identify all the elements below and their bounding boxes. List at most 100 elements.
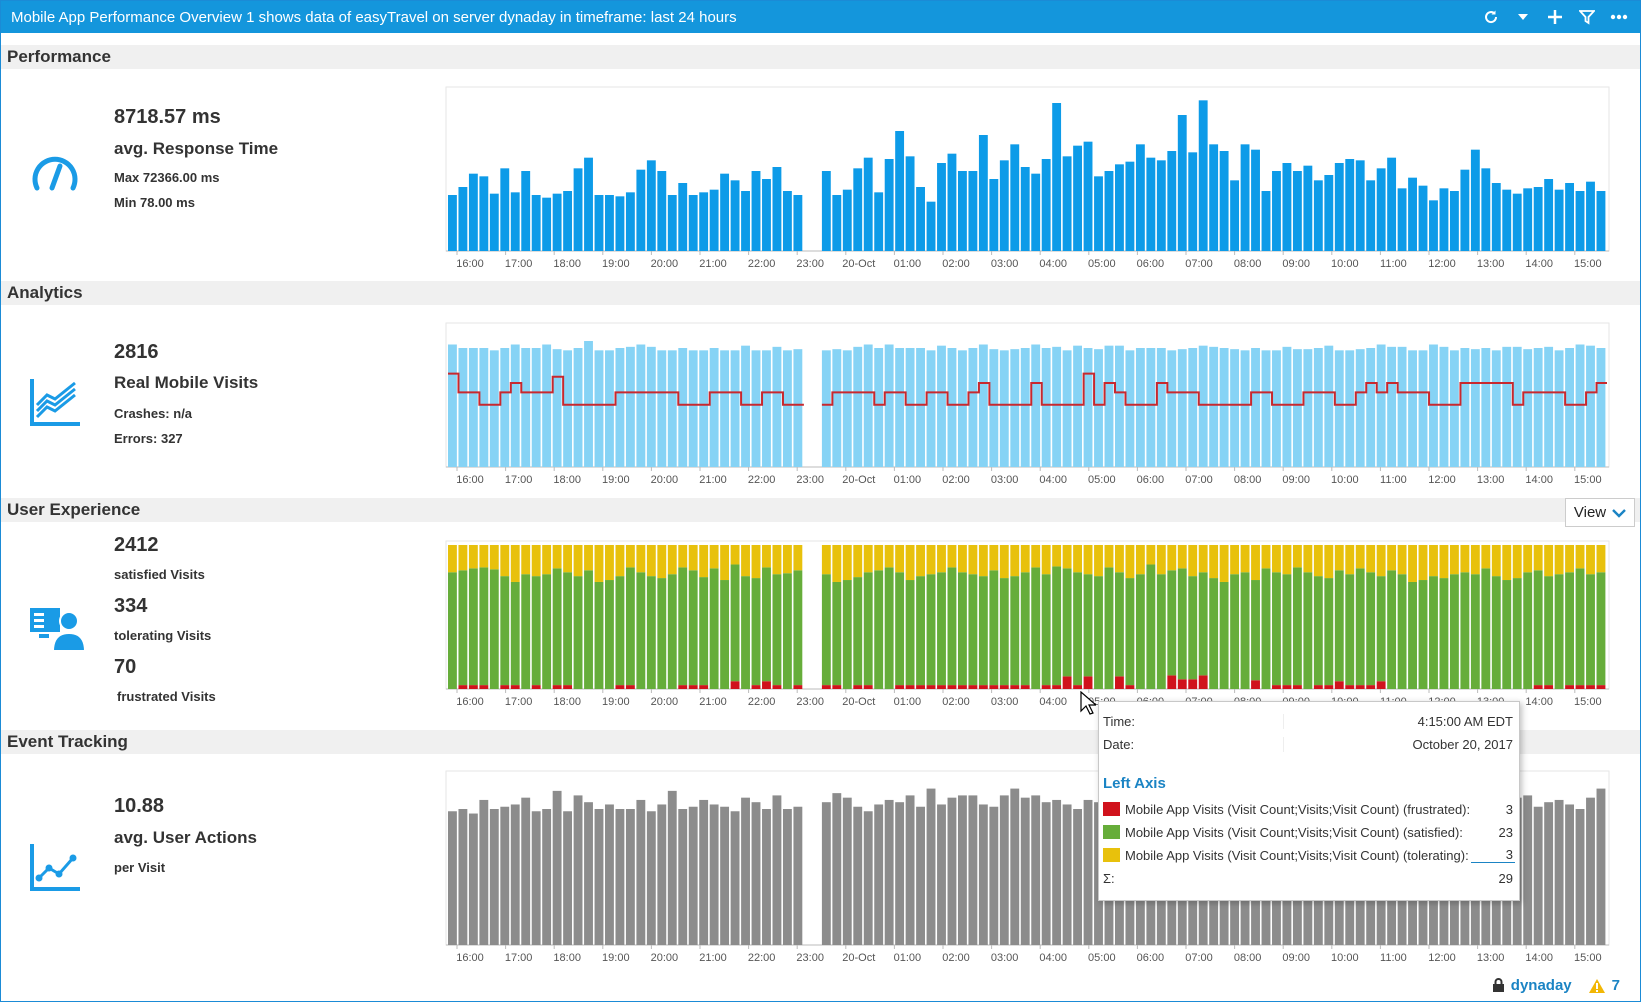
- chart-bar[interactable]: [615, 809, 625, 945]
- chart-bar[interactable]: [688, 350, 698, 467]
- tolerating-bar[interactable]: [1397, 545, 1407, 575]
- chart-bar[interactable]: [1073, 345, 1083, 467]
- chart-bar[interactable]: [1146, 348, 1156, 467]
- satisfied-bar[interactable]: [636, 572, 646, 689]
- chart-bar[interactable]: [762, 350, 771, 467]
- chart-bar[interactable]: [895, 131, 905, 251]
- satisfied-bar[interactable]: [1586, 574, 1595, 686]
- satisfied-bar[interactable]: [448, 572, 457, 689]
- chart-bar[interactable]: [999, 350, 1009, 467]
- chart-bar[interactable]: [479, 176, 489, 251]
- satisfied-bar[interactable]: [1073, 572, 1083, 686]
- chart-bar[interactable]: [1429, 200, 1438, 251]
- tolerating-bar[interactable]: [542, 545, 552, 575]
- chart-bar[interactable]: [884, 344, 894, 468]
- chart-bar[interactable]: [594, 350, 604, 467]
- tolerating-bar[interactable]: [937, 545, 946, 573]
- satisfied-bar[interactable]: [1303, 572, 1313, 689]
- chart-bar[interactable]: [657, 171, 667, 251]
- chart-bar[interactable]: [1565, 804, 1574, 945]
- chart-bar[interactable]: [821, 350, 831, 467]
- frustrated-bar[interactable]: [1167, 675, 1177, 689]
- chart-bar[interactable]: [1554, 799, 1564, 945]
- chart-bar[interactable]: [542, 344, 552, 468]
- chart-bar[interactable]: [1533, 806, 1543, 945]
- chart-bar[interactable]: [1449, 350, 1459, 467]
- tolerating-bar[interactable]: [1544, 545, 1554, 577]
- chart-bar[interactable]: [1575, 809, 1585, 945]
- satisfied-bar[interactable]: [594, 581, 604, 689]
- tolerating-bar[interactable]: [1010, 545, 1020, 577]
- frustrated-bar[interactable]: [926, 685, 936, 689]
- chart-bar[interactable]: [605, 804, 614, 945]
- frustrated-bar[interactable]: [1376, 681, 1386, 689]
- tolerating-bar[interactable]: [1523, 545, 1533, 573]
- tolerating-bar[interactable]: [678, 545, 688, 568]
- satisfied-bar[interactable]: [1135, 574, 1145, 689]
- tolerating-bar[interactable]: [1104, 545, 1114, 568]
- satisfied-bar[interactable]: [1261, 568, 1271, 689]
- satisfied-bar[interactable]: [916, 576, 925, 686]
- chart-bar[interactable]: [646, 160, 656, 251]
- chart-bar[interactable]: [1135, 348, 1145, 467]
- chart-bar[interactable]: [1554, 189, 1564, 251]
- satisfied-bar[interactable]: [1397, 574, 1407, 689]
- satisfied-bar[interactable]: [832, 581, 842, 686]
- chart-bar[interactable]: [479, 348, 489, 467]
- chart-bar[interactable]: [1596, 191, 1606, 251]
- chart-bar[interactable]: [709, 189, 719, 251]
- chart-bar[interactable]: [699, 350, 709, 467]
- chart-bar[interactable]: [947, 348, 957, 467]
- satisfied-bar[interactable]: [1177, 568, 1187, 680]
- tolerating-bar[interactable]: [1041, 545, 1051, 575]
- chart-bar[interactable]: [1575, 191, 1585, 251]
- chart-bar[interactable]: [563, 811, 573, 945]
- frustrated-bar[interactable]: [772, 685, 782, 689]
- chart-bar[interactable]: [842, 797, 852, 945]
- frustrated-bar[interactable]: [1282, 685, 1292, 689]
- tolerating-bar[interactable]: [573, 545, 583, 577]
- tolerating-bar[interactable]: [1115, 545, 1124, 573]
- chart-bar[interactable]: [1334, 350, 1344, 467]
- tolerating-bar[interactable]: [1345, 545, 1355, 575]
- chart-bar[interactable]: [1387, 157, 1397, 251]
- chart-bar[interactable]: [1010, 349, 1020, 467]
- frustrated-bar[interactable]: [1083, 676, 1093, 689]
- chart-bar[interactable]: [1565, 183, 1574, 251]
- frustrated-bar[interactable]: [1533, 685, 1543, 689]
- tolerating-bar[interactable]: [531, 545, 541, 577]
- frustrated-bar[interactable]: [1544, 685, 1554, 689]
- frustrated-bar[interactable]: [989, 685, 999, 689]
- tolerating-bar[interactable]: [957, 545, 967, 573]
- satisfied-bar[interactable]: [1209, 578, 1219, 689]
- tolerating-bar[interactable]: [615, 545, 625, 577]
- frustrated-bar[interactable]: [905, 685, 915, 689]
- satisfied-bar[interactable]: [458, 570, 468, 686]
- frustrated-bar[interactable]: [1334, 681, 1344, 689]
- chart-bar[interactable]: [1020, 797, 1030, 945]
- chart-bar[interactable]: [1167, 350, 1177, 467]
- chart-bar[interactable]: [853, 346, 863, 467]
- chart-bar[interactable]: [625, 192, 635, 251]
- chart-bar[interactable]: [884, 799, 894, 945]
- chart-bar[interactable]: [1397, 188, 1407, 251]
- satisfied-bar[interactable]: [657, 578, 667, 689]
- satisfied-bar[interactable]: [605, 580, 614, 689]
- chart-bar[interactable]: [874, 192, 884, 251]
- chart-bar[interactable]: [1439, 346, 1449, 467]
- chart-bar[interactable]: [821, 171, 831, 251]
- chart-bar[interactable]: [1156, 348, 1166, 467]
- frustrated-bar[interactable]: [1251, 680, 1260, 689]
- frustrated-bar[interactable]: [531, 685, 541, 689]
- satisfied-bar[interactable]: [1272, 572, 1281, 686]
- chart-bar[interactable]: [657, 804, 667, 945]
- chart-bar[interactable]: [947, 153, 957, 251]
- frustrated-bar[interactable]: [821, 685, 831, 689]
- tolerating-bar[interactable]: [1209, 545, 1219, 579]
- chart-bar[interactable]: [741, 797, 750, 945]
- chart-bar[interactable]: [1460, 169, 1470, 251]
- chart-bar[interactable]: [521, 171, 531, 251]
- chart-bar[interactable]: [563, 191, 573, 251]
- chart-bar[interactable]: [926, 201, 936, 251]
- tolerating-bar[interactable]: [989, 545, 999, 571]
